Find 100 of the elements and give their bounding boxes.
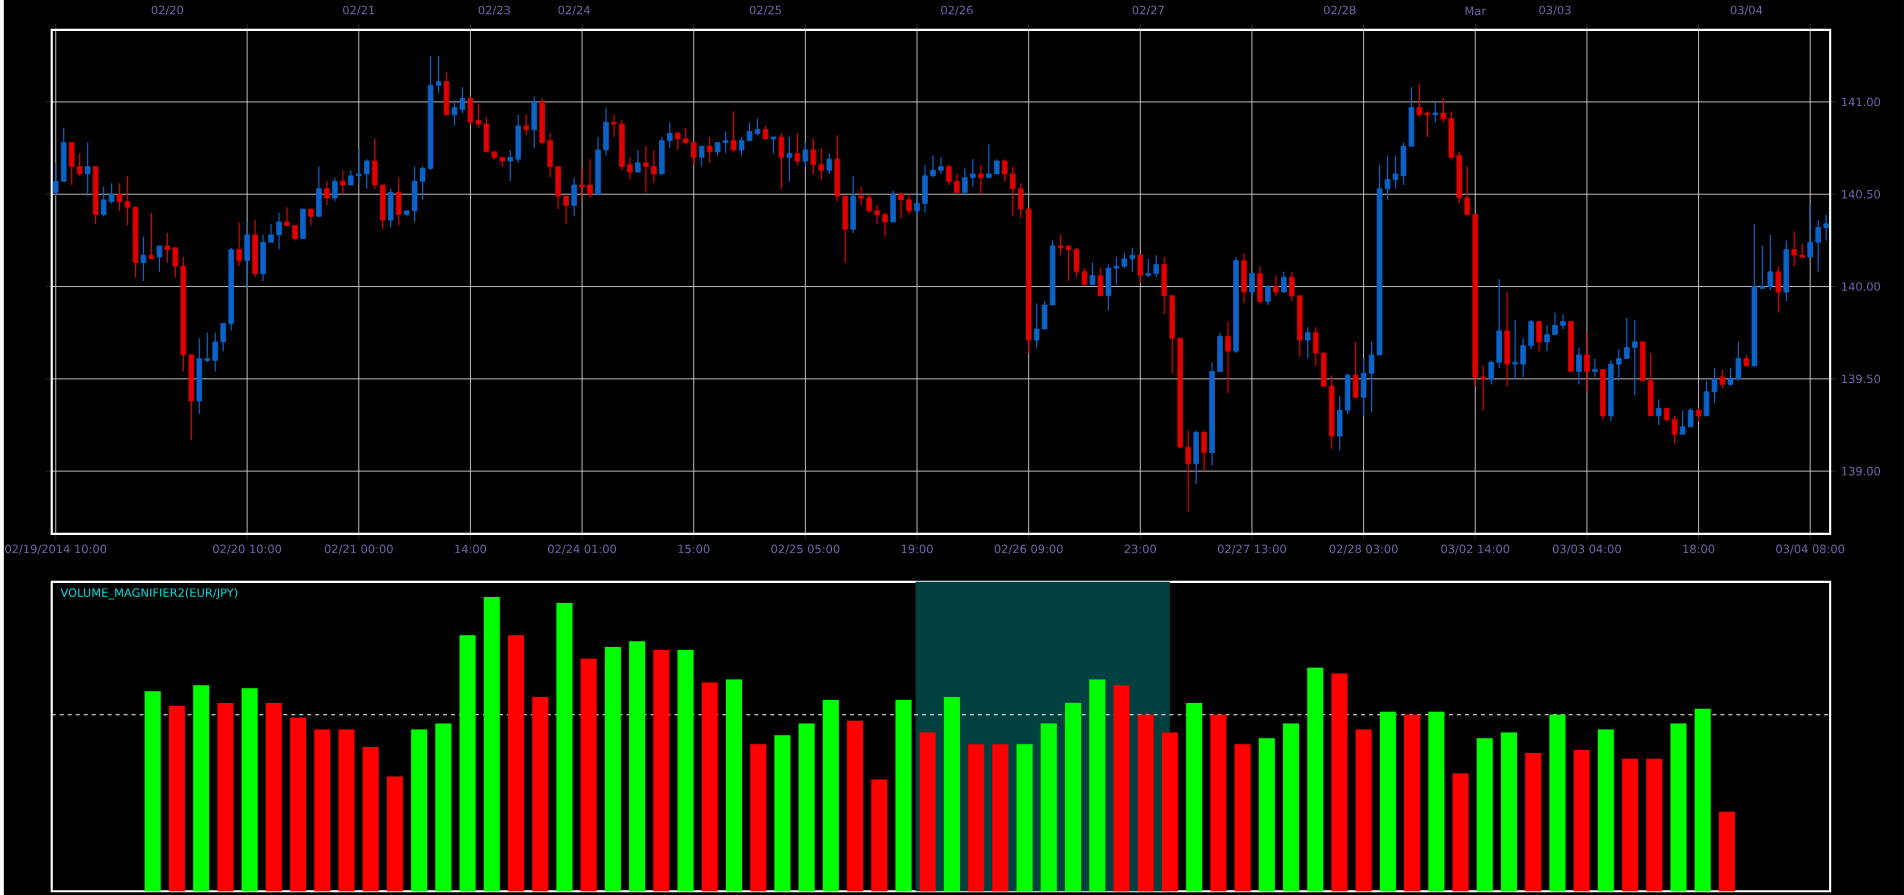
bar — [1210, 714, 1227, 892]
x-tick-label: 02/21 00:00 — [324, 544, 393, 555]
text: 02/28 — [1323, 5, 1356, 16]
candlestick — [395, 176, 402, 227]
candlestick — [738, 136, 745, 156]
candlestick — [882, 212, 888, 238]
candlestick — [986, 143, 992, 179]
candlestick — [1520, 337, 1526, 378]
candlestick — [906, 193, 912, 216]
candlestick — [148, 212, 155, 260]
candlestick — [1249, 271, 1255, 299]
candlestick — [100, 186, 107, 217]
candlestick — [1440, 97, 1447, 123]
candlestick — [268, 223, 274, 243]
candlestick — [1017, 182, 1024, 219]
text: 03/04 — [1730, 5, 1763, 16]
candlestick — [866, 193, 872, 214]
candlestick — [1576, 346, 1582, 385]
bar — [411, 729, 428, 892]
candlestick — [1129, 247, 1136, 273]
bar — [992, 743, 1009, 892]
bar — [459, 635, 476, 892]
candlestick — [627, 156, 633, 180]
x-tick-label: 14:00 — [455, 544, 487, 554]
candlestick — [1807, 204, 1813, 258]
candlestick — [579, 167, 585, 199]
x-tick-label: 02/28 03:00 — [1329, 544, 1398, 555]
bar — [943, 696, 961, 892]
bar — [798, 723, 815, 892]
candlestick — [930, 154, 936, 179]
candlestick — [1560, 313, 1566, 330]
x-tick-label: 02/19/2014 10:00 — [5, 544, 107, 555]
candlestick — [1727, 367, 1734, 387]
candlestick — [794, 132, 801, 166]
candlestick — [938, 156, 944, 175]
candlestick — [220, 322, 226, 352]
bar — [1137, 714, 1154, 892]
candlestick — [914, 193, 920, 217]
bar — [1234, 743, 1251, 892]
candlestick — [332, 176, 338, 203]
bar — [822, 699, 839, 892]
bar — [919, 732, 936, 892]
candlestick — [116, 182, 123, 212]
x-tick-label: 19:00 — [901, 544, 933, 554]
bar — [750, 743, 767, 892]
y-tick-label: 140.00 — [1842, 282, 1881, 291]
candlestick — [1145, 258, 1152, 278]
candlestick — [611, 114, 617, 138]
candlestick — [156, 245, 163, 273]
bar — [507, 635, 525, 892]
bar — [1161, 732, 1178, 892]
bar — [1355, 729, 1372, 892]
candlestick — [667, 121, 673, 149]
bar — [701, 682, 718, 892]
candlestick — [1544, 324, 1550, 352]
bar — [1573, 749, 1590, 892]
bar — [1404, 714, 1421, 892]
candlestick — [355, 149, 362, 184]
candlestick — [1655, 398, 1662, 426]
x-tick-label: 03/02 14:00 — [1441, 544, 1510, 555]
candlestick — [1137, 254, 1144, 284]
candlestick — [698, 145, 705, 168]
x-tick-label: 02/20 10:00 — [213, 544, 282, 555]
bar — [847, 720, 864, 892]
candlestick — [1185, 429, 1191, 513]
bar — [362, 746, 379, 892]
candlestick — [1424, 110, 1431, 138]
y-tick-label: 141.00 — [1842, 97, 1881, 107]
candlestick — [651, 149, 657, 184]
bar — [314, 729, 331, 892]
candlestick — [730, 110, 737, 153]
bar — [1113, 685, 1130, 892]
bar — [1064, 702, 1082, 892]
bar — [580, 658, 597, 892]
candlestick — [284, 206, 290, 227]
candlestick — [435, 55, 442, 94]
candlestick — [108, 182, 115, 204]
candlestick — [1097, 267, 1104, 297]
bar — [193, 685, 210, 892]
candlestick — [1759, 245, 1766, 289]
text: 02/23 — [478, 5, 510, 16]
bar — [1597, 729, 1614, 892]
candlestick — [1815, 219, 1821, 273]
bar — [1622, 758, 1639, 892]
candlestick — [1823, 213, 1829, 241]
y-tick-label: 139.00 — [1842, 466, 1881, 476]
candlestick — [587, 158, 593, 199]
bar — [217, 702, 234, 892]
bar — [774, 735, 791, 892]
bar — [895, 699, 912, 892]
candlestick — [1073, 247, 1080, 278]
candlestick — [722, 130, 729, 155]
candlestick — [1719, 368, 1726, 389]
candlestick — [571, 176, 577, 217]
candlestick — [898, 191, 904, 219]
candlestick — [204, 332, 211, 363]
bar — [435, 723, 452, 892]
text: 02/21 — [343, 5, 375, 16]
bar — [1718, 811, 1736, 892]
candlestick — [324, 180, 330, 206]
